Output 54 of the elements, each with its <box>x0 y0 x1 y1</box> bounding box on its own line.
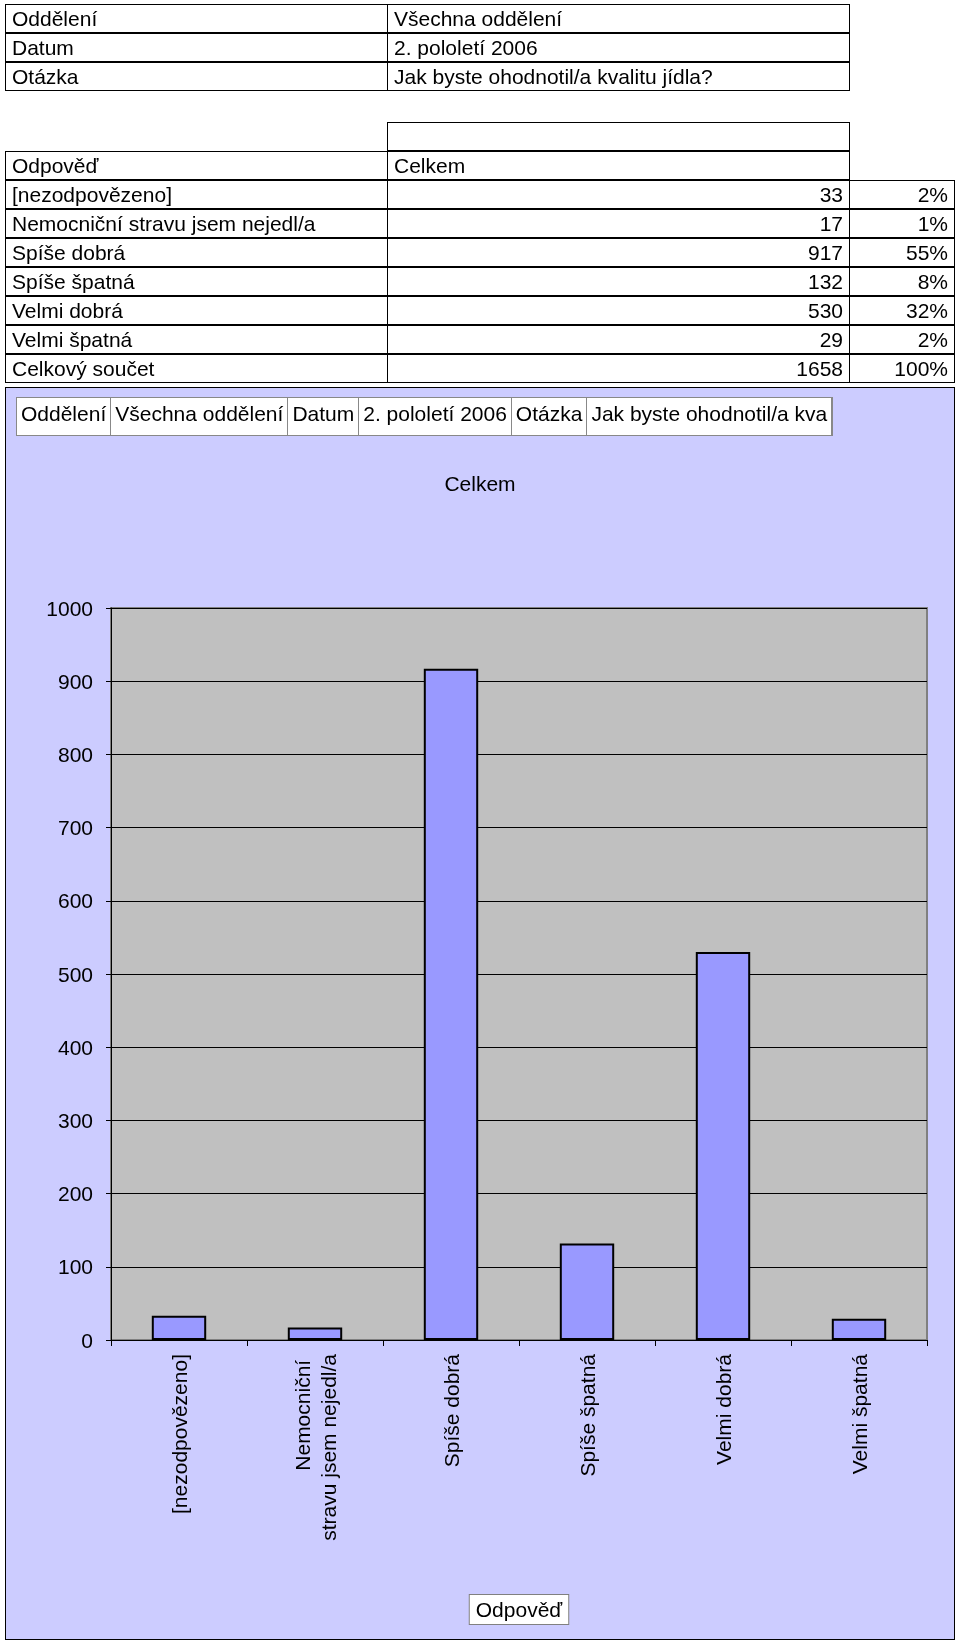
chart-title: Celkem <box>394 154 466 177</box>
text: Celkový součet <box>5 354 388 383</box>
category-label: [nezodpovězeno] <box>12 183 172 206</box>
y-tick-label: 500 <box>57 962 93 986</box>
text: 2. pololetí 2006 <box>359 398 512 435</box>
text: Jak byste ohodnotil/a kva <box>587 398 833 435</box>
text: 29 <box>387 325 850 354</box>
text: 32% <box>849 296 955 325</box>
text: 1% <box>849 209 955 238</box>
x-tick-label: Spíše dobrá <box>439 1353 463 1468</box>
x-tick-label: Velmi špatná <box>847 1353 871 1475</box>
text: Oddělení <box>5 4 388 33</box>
chart-title: Celkem <box>444 472 516 495</box>
x-tick-label: Spíše špatná <box>575 1353 599 1477</box>
text: Datum <box>5 33 388 62</box>
text: 2% <box>849 325 955 354</box>
text: 8% <box>849 267 955 296</box>
y-tick-label: 0 <box>81 1328 93 1352</box>
category-label: Nemocniční stravu jsem nejedl/a <box>12 212 316 235</box>
text: 917 <box>387 238 850 267</box>
text: Všechna oddělení <box>387 4 850 33</box>
x-tick-label: [nezodpovězeno] <box>167 1354 191 1514</box>
y-tick-label: 600 <box>57 889 93 913</box>
text: 530 <box>387 296 850 325</box>
category-label: Velmi špatná <box>12 328 133 351</box>
text: 55% <box>849 238 955 267</box>
text: Odpověď <box>12 154 99 177</box>
text: 132 <box>387 267 850 296</box>
y-tick-label: 400 <box>57 1035 93 1059</box>
text: Datum <box>288 398 360 435</box>
text: Jak byste ohodnotil/a kvalitu jídla? <box>387 62 850 91</box>
x-axis-title: Odpověď <box>475 1598 564 1621</box>
y-tick-label: 800 <box>57 742 93 766</box>
category-label: Velmi dobrá <box>12 299 123 322</box>
text: Všechna oddělení <box>111 398 289 435</box>
category-label: Spíše dobrá <box>12 241 126 264</box>
y-tick-label: 200 <box>57 1182 93 1206</box>
text: 33 <box>387 180 850 209</box>
x-tick-label: Nemocniční stravu jsem nejedl/a <box>290 1353 340 1541</box>
y-tick-label: 700 <box>57 816 93 840</box>
x-tick-label: Velmi dobrá <box>711 1353 735 1465</box>
text: 100% <box>849 354 955 383</box>
text: Oddělení <box>17 398 112 435</box>
category-label: Spíše špatná <box>12 270 135 293</box>
text: Otázka <box>5 62 388 91</box>
text: Otázka <box>511 398 588 435</box>
text: 1658 <box>387 354 850 383</box>
y-tick-label: 100 <box>57 1255 93 1279</box>
text: 17 <box>387 209 850 238</box>
y-tick-label: 900 <box>57 669 93 693</box>
text: 2. pololetí 2006 <box>387 33 850 62</box>
y-tick-label: 1000 <box>46 596 93 620</box>
y-tick-label: 300 <box>57 1108 93 1132</box>
text: 2% <box>849 180 955 209</box>
